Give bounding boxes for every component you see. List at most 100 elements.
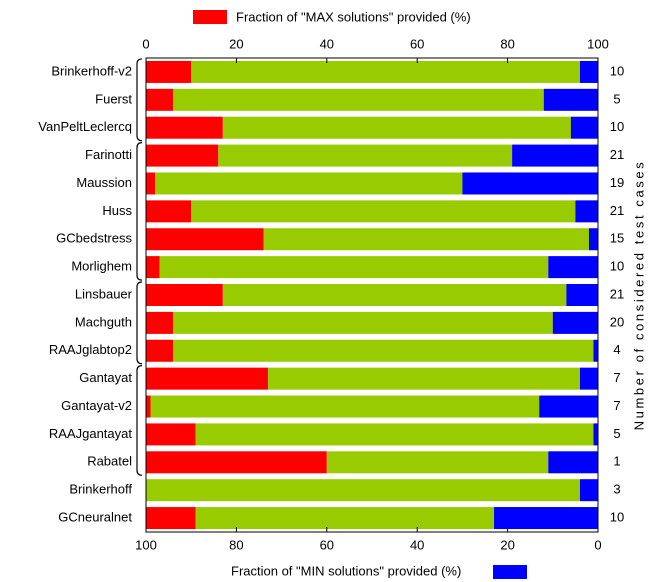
bar-min	[512, 144, 598, 167]
category-label: GCbedstress	[56, 231, 132, 246]
bar-max	[146, 256, 160, 279]
bar-middle	[155, 172, 463, 195]
bar-min	[539, 395, 598, 418]
bar-min	[579, 367, 598, 390]
right-label: 4	[613, 342, 620, 357]
category-label: Rabatel	[87, 454, 132, 469]
right-axis-title: Number of considered test cases	[631, 160, 646, 431]
bar-min	[494, 507, 598, 530]
legend-label: Fraction of "MIN solutions" provided (%)	[231, 563, 461, 578]
right-label: 15	[610, 231, 624, 246]
bar-middle	[173, 339, 594, 362]
x2-tick-label: 0	[594, 537, 601, 552]
x-tick-label: 40	[320, 36, 334, 51]
category-label: GCneuralnet	[58, 509, 132, 524]
legend-swatch	[493, 565, 527, 579]
bar-middle	[268, 367, 580, 390]
x2-tick-label: 20	[500, 537, 514, 552]
bar-max	[146, 507, 196, 530]
bar-middle	[222, 116, 571, 139]
x-tick-label: 0	[142, 36, 149, 51]
x-tick-label: 100	[587, 36, 609, 51]
bar-middle	[173, 88, 544, 111]
bar-max	[146, 60, 192, 83]
right-label: 7	[613, 398, 620, 413]
bar-middle	[222, 284, 567, 306]
bar-max	[146, 395, 151, 418]
bar-max	[146, 88, 174, 111]
bar-middle	[173, 311, 553, 334]
category-label: Machguth	[75, 314, 132, 329]
bar-min	[548, 256, 598, 279]
group-bracket	[136, 141, 143, 281]
bar-middle	[195, 423, 594, 446]
right-label: 7	[613, 370, 620, 385]
right-label: 3	[613, 482, 620, 497]
bar-max	[146, 423, 196, 446]
bar-middle	[195, 507, 495, 530]
right-label: 5	[613, 91, 620, 106]
right-label: 20	[610, 314, 624, 329]
category-label: Gantayat	[79, 370, 132, 385]
bar-max	[146, 311, 174, 334]
bar-min	[566, 284, 598, 306]
bar-max	[146, 172, 156, 195]
legend-label: Fraction of "MAX solutions" provided (%)	[236, 9, 471, 24]
category-label: Linsbauer	[75, 286, 133, 301]
bar-max	[146, 116, 223, 139]
x-tick-label: 20	[229, 36, 243, 51]
x2-tick-label: 100	[135, 537, 157, 552]
category-label: RAAJglabtop2	[49, 342, 132, 357]
x2-tick-label: 60	[320, 537, 334, 552]
category-label: Farinotti	[85, 147, 132, 162]
right-label: 10	[610, 509, 624, 524]
bar-min	[579, 60, 598, 83]
category-label: Brinkerhoff-v2	[51, 63, 132, 78]
category-label: Morlighem	[71, 259, 132, 274]
right-label: 10	[610, 259, 624, 274]
x2-tick-label: 80	[229, 537, 243, 552]
category-label: VanPeltLeclercq	[38, 119, 132, 134]
bar-min	[570, 116, 598, 139]
right-label: 5	[613, 426, 620, 441]
bar-min	[462, 172, 598, 195]
bar-max	[146, 228, 264, 251]
bar-middle	[150, 395, 540, 418]
bar-min	[552, 311, 598, 334]
bar-min	[588, 228, 598, 251]
x-tick-label: 60	[410, 36, 424, 51]
plot-frame	[145, 57, 599, 533]
group-bracket	[136, 281, 143, 365]
bar-max	[146, 144, 219, 167]
group-bracket	[136, 58, 143, 142]
category-label: Gantayat-v2	[61, 398, 132, 413]
bar-max	[146, 200, 192, 223]
category-label: Fuerst	[95, 91, 132, 106]
bar-middle	[191, 200, 576, 223]
right-label: 21	[610, 147, 624, 162]
bar-middle	[191, 60, 580, 83]
bar-middle	[218, 144, 513, 167]
bar-min	[575, 200, 598, 223]
x-tick-label: 80	[500, 36, 514, 51]
bar-middle	[263, 228, 589, 251]
bar-min	[593, 339, 598, 362]
category-label: Maussion	[76, 175, 132, 190]
group-bracket	[136, 365, 143, 476]
legend-swatch	[193, 10, 227, 24]
bar-min	[579, 479, 598, 502]
bar-max	[146, 284, 223, 306]
bar-max	[146, 451, 327, 474]
bar-min	[593, 423, 598, 446]
bar-max	[146, 367, 269, 390]
right-label: 21	[610, 286, 624, 301]
bar-max	[146, 339, 174, 362]
right-label: 19	[610, 175, 624, 190]
right-label: 1	[613, 454, 620, 469]
bar-min	[543, 88, 598, 111]
bar-middle	[146, 479, 580, 502]
category-label: RAAJgantayat	[49, 426, 132, 441]
bar-middle	[159, 256, 549, 279]
right-label: 10	[610, 119, 624, 134]
